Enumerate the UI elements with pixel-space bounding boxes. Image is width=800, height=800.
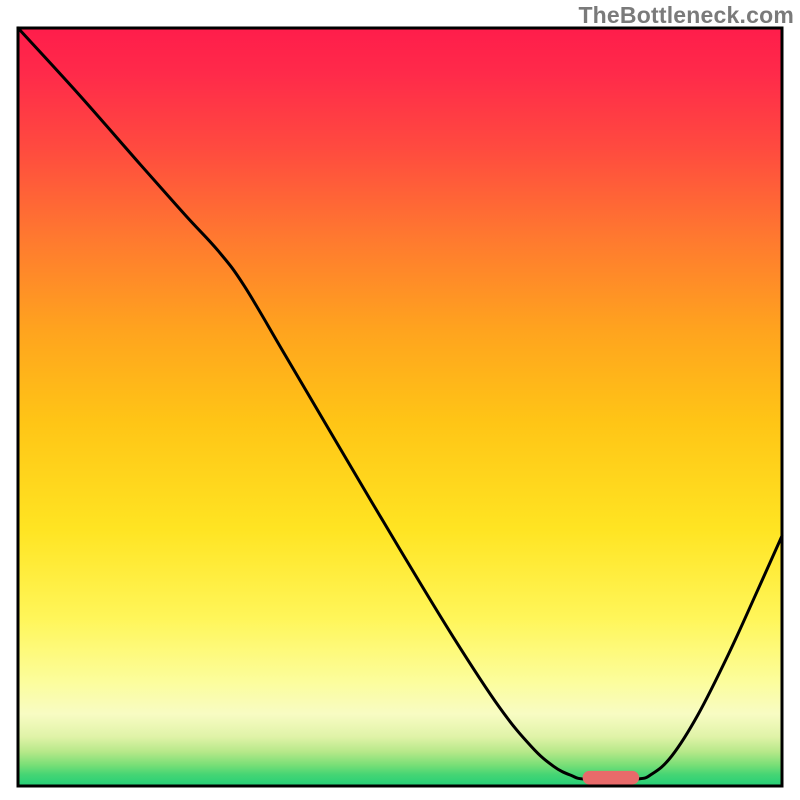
plot-background — [18, 28, 782, 786]
chart-stage: TheBottleneck.com — [0, 0, 800, 800]
chart-svg — [0, 0, 800, 800]
watermark-text: TheBottleneck.com — [578, 2, 794, 29]
optimal-marker — [583, 771, 640, 785]
